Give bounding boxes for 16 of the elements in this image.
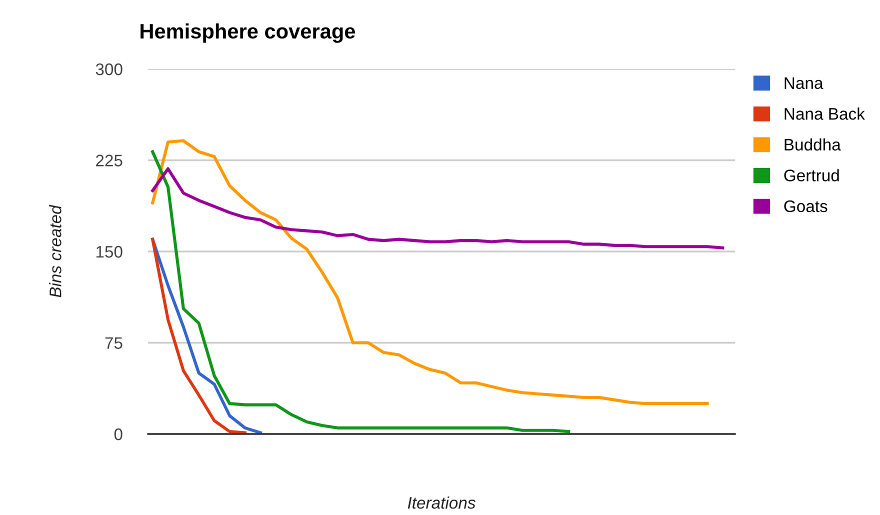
legend-label: Nana Back xyxy=(784,108,865,120)
chart-title: Hemisphere coverage xyxy=(140,23,356,43)
line-series xyxy=(151,150,570,434)
legend-label: Buddha xyxy=(784,138,841,151)
y-axis-title: Bins created xyxy=(49,204,62,298)
y-tick-label: 0 xyxy=(114,428,122,440)
legend-label: Goats xyxy=(784,200,828,212)
line-series xyxy=(151,167,724,250)
y-tick-label: 300 xyxy=(96,63,122,76)
legend-label: Gertrud xyxy=(784,169,839,182)
line-series xyxy=(151,139,709,406)
y-tick-label: 225 xyxy=(96,154,122,166)
y-tick-label: 150 xyxy=(96,246,122,258)
legend-label: Nana xyxy=(784,77,824,89)
y-tick-label: 75 xyxy=(105,337,122,349)
x-axis-title: Iterations xyxy=(408,496,476,509)
